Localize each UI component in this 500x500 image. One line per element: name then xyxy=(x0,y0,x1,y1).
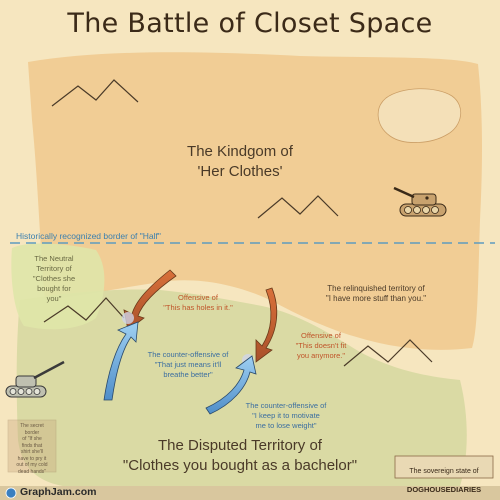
mountain-icon xyxy=(343,339,433,367)
mountain-icon xyxy=(257,195,339,219)
stamp-box xyxy=(394,455,494,479)
neutral-territory xyxy=(11,243,105,330)
mountain-icon xyxy=(51,79,139,107)
offensive-label-2: Offensive of "This doesn't fit you anymo… xyxy=(295,331,347,360)
her-clothes-territory xyxy=(28,52,482,350)
footer-strip xyxy=(0,486,500,500)
counter-offensive-arrow xyxy=(205,355,257,415)
tank-icon xyxy=(5,360,65,398)
counter-offensive-label-2: The counter-offensive of "I keep it to m… xyxy=(245,401,327,430)
stamp-line-2: DOGHOUSEDIARIES xyxy=(406,485,482,494)
counter-offensive-arrow xyxy=(103,321,139,401)
stamp-line-1: The sovereign state of xyxy=(409,468,479,475)
secret-border-box xyxy=(7,419,57,473)
region-label-her-clothes: The Kindgom of 'Her Clothes' xyxy=(187,143,293,180)
region-label-relinquished: The relinquished territory of "I have mo… xyxy=(325,284,427,303)
region-label-secret: The secret border of "If she finds that … xyxy=(16,423,48,475)
page-title: The Battle of Closet Space xyxy=(67,8,433,39)
offensive-arrow xyxy=(255,287,278,363)
offensive-label-1: Offensive of "This has holes in it." xyxy=(163,293,233,312)
stamp-text: The sovereign state of DOGHOUSEDIARIES xyxy=(395,458,493,500)
footer-brand-link[interactable]: GraphJam.com xyxy=(20,486,97,498)
globe-icon xyxy=(5,487,17,499)
mountain-icon xyxy=(43,297,125,323)
region-label-neutral: The Neutral Territory of "Clothes she bo… xyxy=(32,254,76,303)
region-label-disputed: The Disputed Territory of "Clothes you b… xyxy=(122,437,358,474)
lake xyxy=(377,88,461,143)
half-border-label: Historically recognized border of "Half" xyxy=(16,231,161,241)
impact-burst xyxy=(122,312,134,324)
counter-offensive-label-1: The counter-offensive of "That just mean… xyxy=(147,350,229,379)
tank-icon xyxy=(393,186,447,217)
